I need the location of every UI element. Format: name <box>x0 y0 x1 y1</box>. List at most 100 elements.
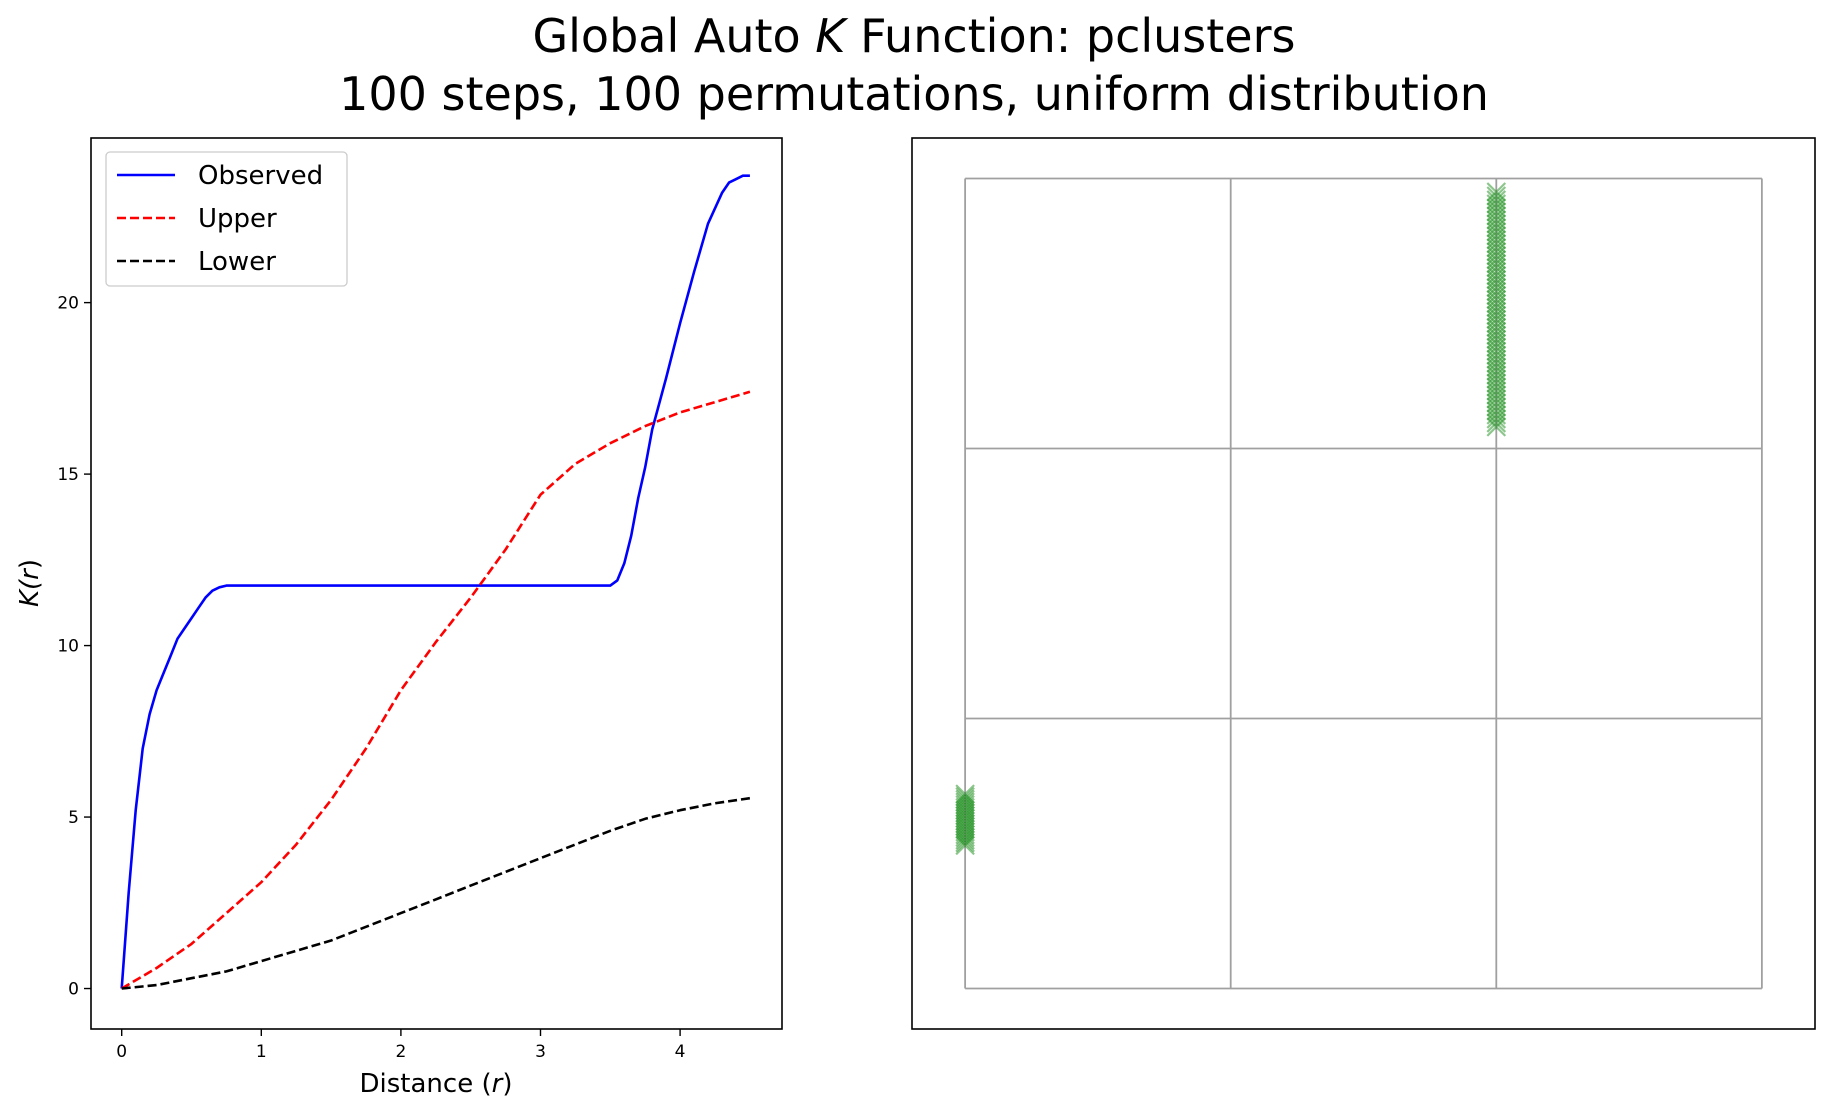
point-marker-cluster-2 <box>955 808 975 829</box>
point-marker-cluster-1 <box>1486 317 1507 338</box>
point-marker-cluster-1 <box>1486 233 1507 254</box>
point-marker-cluster-1 <box>1486 269 1507 290</box>
figure-title-line2: 100 steps, 100 permutations, uniform dis… <box>339 67 1489 121</box>
title-suffix: Function: pclusters <box>845 9 1295 63</box>
point-marker-cluster-1 <box>1486 409 1507 429</box>
point-marker-cluster-1 <box>1486 309 1507 330</box>
point-marker-cluster-1 <box>1486 333 1507 354</box>
point-marker-cluster-1 <box>1486 321 1507 342</box>
title-symbol: K <box>815 9 849 63</box>
point-marker-cluster-1 <box>1486 186 1507 206</box>
y-axis-label: K(r) <box>15 559 45 607</box>
point-marker-cluster-1 <box>1486 377 1507 397</box>
point-marker-cluster-1 <box>1486 297 1507 318</box>
point-marker-cluster-1 <box>1486 241 1507 262</box>
point-marker-cluster-1 <box>1486 405 1507 425</box>
point-marker-cluster-1 <box>1486 369 1507 389</box>
point-marker-cluster-1 <box>1486 253 1507 274</box>
y-tick-label: 20 <box>57 294 79 314</box>
point-marker-cluster-1 <box>1486 365 1507 385</box>
point-marker-cluster-1 <box>1486 353 1507 373</box>
point-marker-cluster-2 <box>955 827 975 848</box>
series-line-observed <box>120 174 750 989</box>
point-marker-cluster-2 <box>955 805 975 826</box>
point-marker-cluster-1 <box>1486 305 1507 326</box>
point-marker-cluster-1 <box>1486 285 1507 306</box>
point-marker-cluster-2 <box>955 835 975 856</box>
point-marker-cluster-1 <box>1486 202 1507 222</box>
x-tick-label: 3 <box>535 1042 546 1062</box>
grid-lines <box>964 177 1763 990</box>
point-marker-cluster-1 <box>1486 218 1507 238</box>
y-axis-label-suffix: ) <box>15 559 45 569</box>
point-marker-cluster-1 <box>1486 393 1507 413</box>
y-tick-group: 0 5 10 15 20 <box>57 294 91 1000</box>
x-axis-label-prefix: Distance ( <box>360 1069 492 1099</box>
point-marker-cluster-1 <box>1486 214 1507 234</box>
point-pattern-plot <box>911 137 1816 1030</box>
point-marker-cluster-2 <box>955 811 975 831</box>
point-marker-cluster-1 <box>1486 222 1507 242</box>
legend-box <box>105 151 348 287</box>
point-marker-cluster-2 <box>955 787 975 807</box>
point-marker-cluster-2 <box>955 784 975 804</box>
point-marker-cluster-1 <box>1486 385 1507 405</box>
legend: Observed Upper Lower <box>105 151 348 287</box>
y-tick-label: 15 <box>57 465 79 485</box>
point-marker-cluster-1 <box>1486 226 1507 246</box>
point-marker-cluster-1 <box>1486 349 1507 369</box>
point-marker-cluster-2 <box>955 795 975 815</box>
x-tick-label: 1 <box>256 1042 267 1062</box>
point-marker-cluster-1 <box>1486 194 1507 214</box>
point-marker-cluster-1 <box>1486 190 1507 210</box>
point-marker-cluster-1 <box>1486 210 1507 230</box>
x-axis-label-symbol: r <box>492 1069 505 1099</box>
point-marker-cluster-1 <box>1486 277 1507 298</box>
point-marker-cluster-1 <box>1486 337 1507 358</box>
point-marker-cluster-2 <box>955 800 975 821</box>
point-marker-cluster-1 <box>1486 381 1507 401</box>
point-marker-cluster-1 <box>1486 325 1507 346</box>
point-marker-cluster-2 <box>955 832 975 853</box>
point-markers <box>955 182 1507 856</box>
point-marker-cluster-1 <box>1486 293 1507 314</box>
left-plot-frame <box>90 137 783 1030</box>
x-axis-label-suffix: ) <box>502 1069 512 1099</box>
series-line-lower <box>121 796 751 990</box>
point-marker-cluster-2 <box>955 830 975 850</box>
point-marker-cluster-1 <box>1486 182 1507 202</box>
k-series-group <box>120 174 751 990</box>
point-marker-cluster-1 <box>1486 313 1507 334</box>
point-marker-cluster-2 <box>955 789 975 810</box>
point-marker-cluster-1 <box>1486 265 1507 286</box>
point-marker-cluster-1 <box>1486 397 1507 417</box>
point-marker-cluster-1 <box>1486 289 1507 310</box>
point-marker-cluster-2 <box>955 792 975 812</box>
y-axis-label-prefix: K( <box>15 578 45 607</box>
x-tick-label: 4 <box>675 1042 686 1062</box>
legend-label-upper: Upper <box>198 204 277 234</box>
point-marker-cluster-1 <box>1486 413 1507 433</box>
point-marker-cluster-2 <box>955 819 975 839</box>
series-line-upper <box>121 390 751 990</box>
point-marker-cluster-1 <box>1486 361 1507 381</box>
point-marker-cluster-2 <box>955 803 975 823</box>
point-marker-cluster-2 <box>955 822 975 842</box>
point-marker-cluster-1 <box>1486 281 1507 302</box>
point-marker-cluster-1 <box>1486 245 1507 266</box>
y-tick-label: 10 <box>57 637 79 657</box>
figure-title-line1: Global Auto K Function: pclusters <box>533 9 1296 63</box>
right-plot-frame <box>911 137 1816 1030</box>
x-tick-label: 0 <box>116 1042 127 1062</box>
legend-label-observed: Observed <box>198 161 323 191</box>
point-marker-cluster-1 <box>1486 229 1507 250</box>
point-marker-cluster-1 <box>1486 329 1507 350</box>
x-tick-label: 2 <box>395 1042 406 1062</box>
y-tick-label: 0 <box>68 980 79 1000</box>
title-prefix: Global Auto <box>533 9 816 63</box>
point-marker-cluster-1 <box>1486 373 1507 393</box>
x-tick-group: 0 1 2 3 4 <box>116 1029 686 1062</box>
point-marker-cluster-2 <box>955 797 975 818</box>
point-marker-cluster-1 <box>1486 198 1507 218</box>
